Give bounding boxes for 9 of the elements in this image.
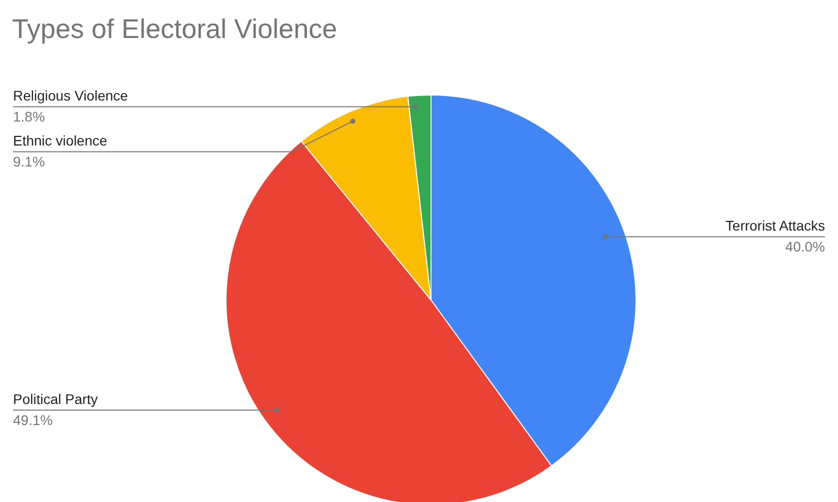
slice-label: Political Party [13, 391, 98, 408]
slice-label: Religious Violence [13, 88, 128, 104]
data-label: 40.0% [785, 238, 825, 255]
slice-label: Ethnic violence [13, 132, 108, 149]
chart-title: Types of Electoral Violence [12, 14, 338, 45]
slice-label: Terrorist Attacks [725, 218, 825, 234]
data-label: 49.1% [13, 412, 53, 428]
data-label: 9.1% [13, 154, 45, 170]
data-label: 1.8% [13, 108, 45, 125]
